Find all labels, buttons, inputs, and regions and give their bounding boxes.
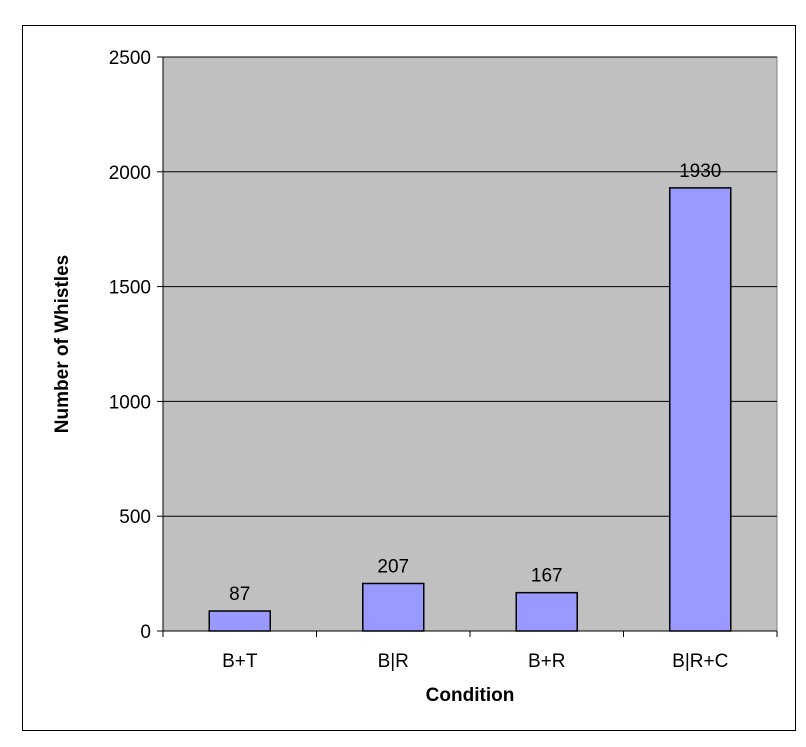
y-tick-label: 1500: [109, 278, 151, 299]
data-label: 167: [531, 566, 563, 587]
x-tick-label: B+T: [222, 651, 258, 672]
bar-b-r: [362, 582, 425, 632]
data-label: 207: [377, 556, 409, 577]
x-axis-title: Condition: [426, 685, 515, 706]
y-tick-label: 2000: [109, 163, 151, 184]
y-tick-label: 0: [140, 622, 151, 643]
bar-b-t: [208, 610, 271, 632]
x-axis-ticks: [162, 631, 778, 637]
y-axis-title: Number of Whistles: [52, 255, 73, 433]
data-label: 1930: [679, 161, 721, 182]
x-axis-category-labels: B+T B|R B+R B|R+C: [222, 651, 728, 672]
bar-b-r-c: [669, 187, 732, 632]
data-label: 87: [229, 584, 250, 605]
gridlines: [163, 56, 777, 517]
x-tick-label: B+R: [528, 651, 566, 672]
y-axis-ticks: 0 500 1000 1500 2000 2500: [109, 48, 163, 643]
bar-b-r: [515, 591, 578, 632]
bars: [208, 187, 732, 632]
y-tick-label: 2500: [109, 48, 151, 69]
y-tick-label: 500: [119, 507, 151, 528]
x-tick-label: B|R+C: [672, 651, 728, 672]
x-tick-label: B|R: [378, 651, 409, 672]
data-labels: 87 207 167 1930: [229, 161, 721, 605]
y-tick-label: 1000: [109, 392, 151, 413]
